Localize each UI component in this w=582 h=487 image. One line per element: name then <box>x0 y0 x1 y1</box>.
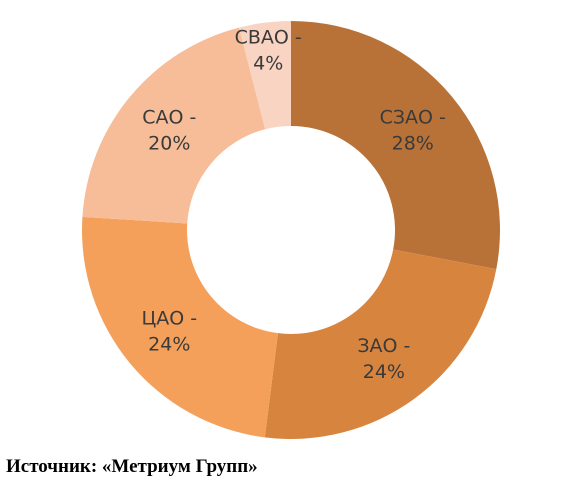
slice-value-label: 20% <box>148 132 190 154</box>
slice-category: ЗАО - <box>357 335 410 357</box>
slice-category: СЗАО - <box>380 106 446 128</box>
slice-category: САО - <box>142 106 196 128</box>
slice-value-label: 28% <box>392 132 434 154</box>
donut-slice <box>264 249 497 439</box>
slice-value-label: 24% <box>363 361 405 383</box>
donut-slice <box>291 21 501 270</box>
donut-slice <box>82 27 266 224</box>
slice-value-label: 24% <box>148 334 190 356</box>
donut-slice <box>82 216 278 438</box>
slice-category: ЦАО - <box>141 308 197 330</box>
slice-category: СВАО - <box>235 26 302 48</box>
caption: Источник: «Метриум Групп» <box>6 456 258 477</box>
donut-slice <box>239 21 291 130</box>
slice-value-label: 4% <box>253 52 283 74</box>
